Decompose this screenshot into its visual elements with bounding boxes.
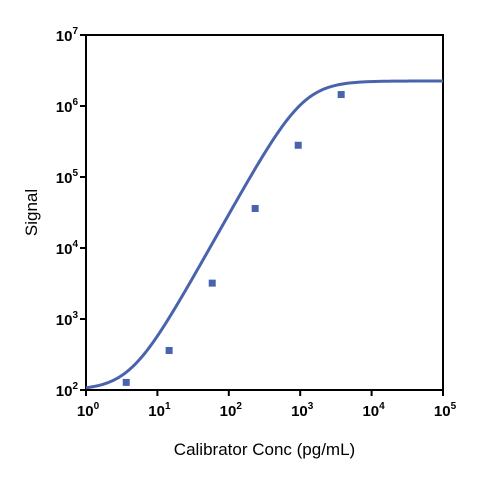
x-axis-title: Calibrator Conc (pg/mL) bbox=[174, 440, 355, 459]
plot-area bbox=[85, 34, 444, 391]
x-axis: 100 101 102 103 104 105 bbox=[77, 390, 457, 420]
y-tick-label-exponent: 4 bbox=[72, 239, 78, 250]
y-tick-label-base: 10 bbox=[56, 99, 73, 116]
plot-frame bbox=[85, 34, 444, 391]
x-tick-label-base: 10 bbox=[291, 403, 308, 420]
data-point bbox=[122, 378, 130, 386]
y-tick-label: 105 bbox=[56, 168, 79, 187]
x-tick-label-base: 10 bbox=[77, 403, 94, 420]
data-point bbox=[208, 279, 216, 287]
x-tick-label-exponent: 1 bbox=[165, 401, 171, 412]
y-axis-title: Signal bbox=[22, 189, 41, 236]
y-tick-label-base: 10 bbox=[56, 241, 73, 258]
x-tick-label-exponent: 3 bbox=[308, 401, 314, 412]
x-tick-label: 104 bbox=[362, 401, 385, 420]
data-point bbox=[165, 347, 173, 355]
fit-curve bbox=[85, 79, 444, 390]
data-point bbox=[251, 205, 259, 213]
y-tick-label: 106 bbox=[56, 97, 79, 116]
x-tick-label-base: 10 bbox=[362, 403, 379, 420]
data-point bbox=[337, 91, 345, 99]
y-tick-label: 103 bbox=[56, 310, 79, 329]
x-tick-label-exponent: 0 bbox=[94, 401, 100, 412]
y-tick-label-base: 10 bbox=[56, 170, 73, 187]
x-tick-label: 105 bbox=[434, 401, 457, 420]
x-tick-label-exponent: 2 bbox=[236, 401, 242, 412]
x-tick-label: 103 bbox=[291, 401, 314, 420]
y-tick-label-exponent: 6 bbox=[72, 97, 78, 108]
y-tick-label: 102 bbox=[56, 381, 79, 400]
y-tick-label: 104 bbox=[56, 239, 79, 258]
x-tick-label-exponent: 4 bbox=[379, 401, 385, 412]
x-tick-label: 100 bbox=[77, 401, 100, 420]
y-tick-label-exponent: 5 bbox=[72, 168, 78, 179]
y-tick-label-base: 10 bbox=[56, 312, 73, 329]
y-tick-label: 107 bbox=[56, 26, 79, 45]
x-tick-label: 102 bbox=[220, 401, 243, 420]
y-tick-label-exponent: 3 bbox=[72, 310, 78, 321]
data-point bbox=[294, 141, 302, 149]
x-tick-label-base: 10 bbox=[220, 403, 237, 420]
y-tick-label-exponent: 7 bbox=[72, 26, 78, 37]
x-tick-label-exponent: 5 bbox=[451, 401, 457, 412]
y-tick-label-base: 10 bbox=[56, 383, 73, 400]
x-tick-label: 101 bbox=[148, 401, 171, 420]
x-tick-label-base: 10 bbox=[148, 403, 165, 420]
y-tick-label-base: 10 bbox=[56, 28, 73, 45]
y-tick-label-exponent: 2 bbox=[72, 381, 78, 392]
data-points bbox=[122, 91, 345, 386]
x-tick-label-base: 10 bbox=[434, 403, 451, 420]
